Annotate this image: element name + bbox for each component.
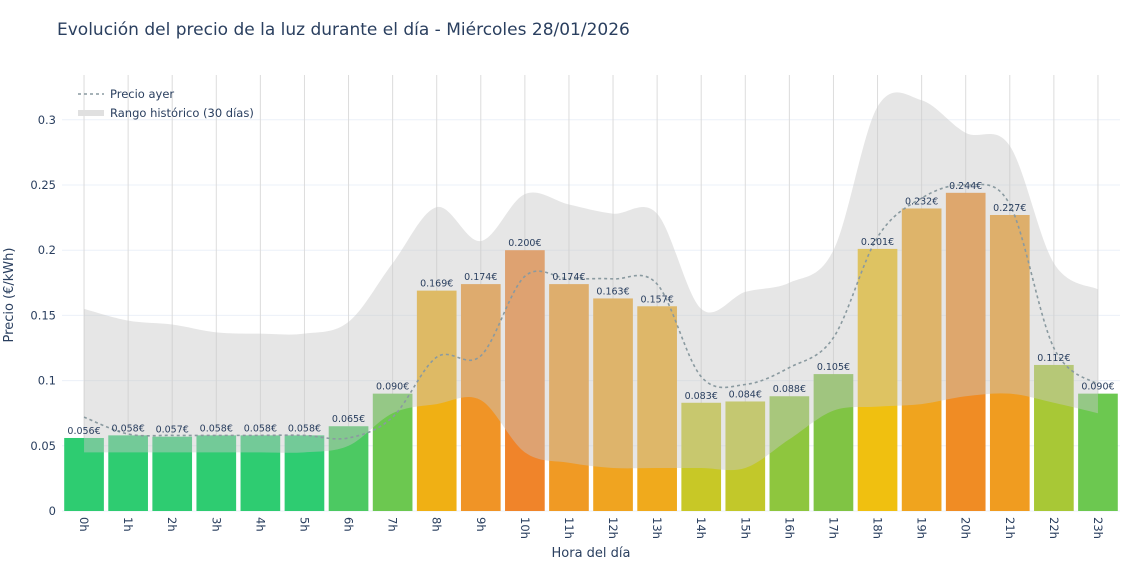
bar [593, 298, 633, 511]
legend-band-icon [78, 110, 104, 116]
y-tick-label: 0.3 [38, 113, 56, 127]
x-tick-label: 9h [474, 517, 488, 532]
y-tick-label: 0.05 [30, 439, 56, 453]
data-label: 0.058€ [288, 423, 321, 434]
bar [769, 396, 810, 511]
axes: 0 0.05 0.1 0.15 0.2 0.25 0.3 0h 1h 2h 3h 4h 5h 6h 7h 8h… [30, 113, 1105, 539]
x-tick-label: 4h [253, 517, 267, 532]
data-label: 0.056€ [67, 426, 100, 437]
x-tick-label: 17h [826, 517, 840, 539]
x-tick-label: 11h [562, 517, 576, 539]
bar [681, 402, 722, 511]
bar [64, 437, 104, 511]
x-tick-label: 2h [165, 517, 179, 532]
bar [1078, 393, 1118, 511]
bar [549, 284, 589, 511]
data-label: 0.201€ [861, 237, 894, 248]
bar [989, 214, 1030, 511]
bar [945, 192, 986, 511]
range-area [84, 92, 1098, 471]
bar [813, 374, 854, 511]
bar [196, 435, 237, 511]
x-tick-label: 6h [342, 517, 356, 532]
x-tick-label: 21h [1003, 517, 1017, 539]
bar [505, 250, 545, 511]
data-label: 0.084€ [729, 389, 762, 400]
legend-range[interactable]: Rango histórico (30 días) [110, 106, 254, 120]
bar [284, 435, 325, 511]
data-label: 0.169€ [420, 279, 453, 290]
yesterday-price-line [83, 183, 1099, 440]
data-label: 0.057€ [156, 425, 189, 436]
x-tick-label: 0h [77, 517, 91, 532]
bar [108, 435, 148, 511]
x-axis-label: Hora del día [552, 546, 631, 561]
data-label: 0.174€ [552, 272, 585, 283]
x-tick-label: 12h [606, 517, 620, 539]
x-tick-label: 10h [518, 517, 532, 539]
data-label: 0.088€ [773, 384, 806, 395]
data-label: 0.227€ [993, 203, 1026, 214]
data-label: 0.174€ [464, 272, 497, 283]
bar [725, 401, 766, 511]
x-tick-label: 7h [386, 517, 400, 532]
y-tick-label: 0.25 [30, 178, 56, 192]
legend-yesterday[interactable]: Precio ayer [110, 87, 174, 101]
legend: Precio ayer Rango histórico (30 días) [78, 87, 254, 120]
data-label: 0.058€ [244, 423, 277, 434]
data-label: 0.232€ [905, 196, 938, 207]
data-label: 0.065€ [332, 414, 365, 425]
data-label: 0.090€ [376, 382, 409, 393]
x-tick-label: 23h [1091, 517, 1105, 539]
x-tick-label: 14h [694, 517, 708, 539]
data-label: 0.163€ [596, 286, 629, 297]
data-label: 0.090€ [1081, 382, 1114, 393]
x-tick-label: 22h [1047, 517, 1061, 539]
x-tick-label: 5h [297, 517, 311, 532]
bar [901, 208, 942, 512]
x-tick-label: 8h [430, 517, 444, 532]
y-tick-label: 0.2 [38, 243, 56, 257]
bar [637, 306, 677, 511]
y-tick-label: 0.15 [30, 308, 56, 322]
x-tick-label: 3h [209, 517, 223, 532]
x-tick-label: 1h [121, 517, 135, 532]
y-tick-label: 0.1 [38, 374, 56, 388]
bar [372, 393, 413, 511]
bars [64, 192, 1118, 512]
bar [240, 435, 281, 511]
data-label: 0.058€ [112, 423, 145, 434]
x-tick-label: 13h [650, 517, 664, 539]
bar [460, 284, 501, 511]
data-label: 0.200€ [508, 238, 541, 249]
yesterday-line [83, 183, 1099, 440]
bar [857, 248, 898, 511]
bar [152, 436, 193, 511]
x-tick-label: 20h [959, 517, 973, 539]
bar [416, 290, 457, 511]
data-label: 0.083€ [685, 391, 718, 402]
bar [1034, 364, 1074, 511]
data-label: 0.105€ [817, 362, 850, 373]
data-labels: 0.056€ 0.058€ 0.057€ 0.058€ 0.058€ 0.058€ 0.06… [67, 181, 1114, 437]
x-tick-label: 18h [871, 517, 885, 539]
data-label: 0.112€ [1037, 353, 1070, 364]
x-tick-label: 15h [738, 517, 752, 539]
bar [328, 426, 369, 511]
chart-title: Evolución del precio de la luz durante e… [57, 20, 630, 40]
y-tick-label: 0 [49, 504, 56, 518]
data-label: 0.058€ [200, 423, 233, 434]
data-label: 0.157€ [641, 294, 674, 305]
x-tick-label: 16h [782, 517, 796, 539]
x-tick-label: 19h [915, 517, 929, 539]
data-label: 0.244€ [949, 181, 982, 192]
y-axis-label: Precio (€/kWh) [2, 248, 17, 343]
historical-range-band [84, 92, 1098, 471]
